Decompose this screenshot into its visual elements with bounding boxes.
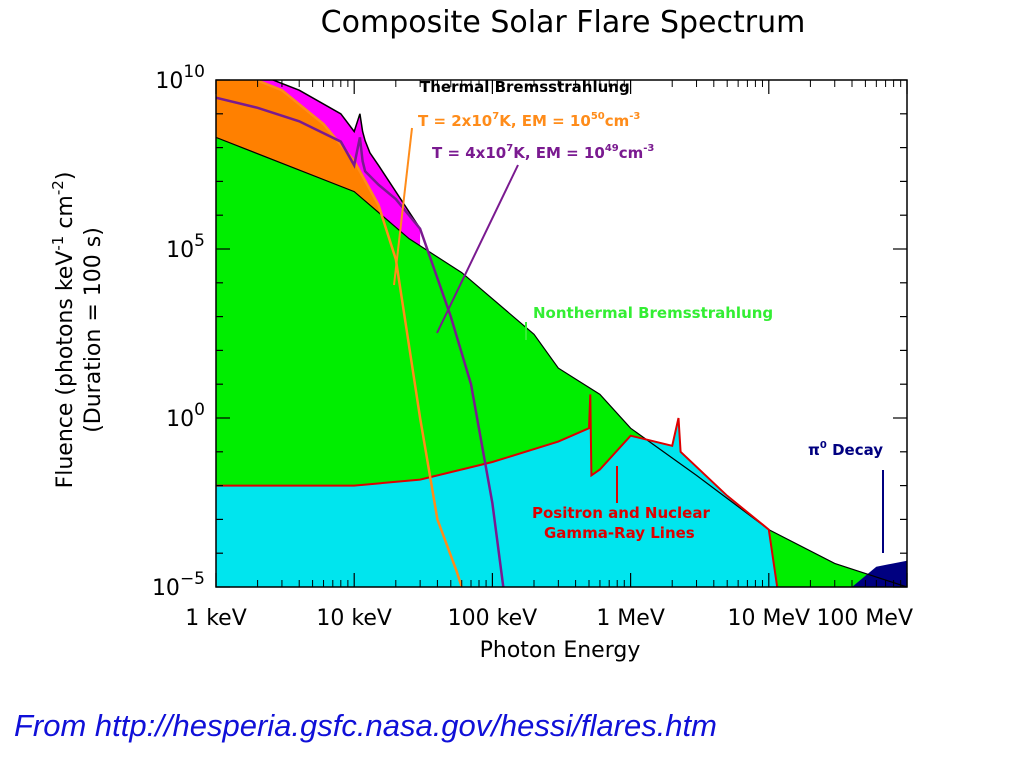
x-tick-label: 100 keV (448, 606, 538, 631)
annotation-nonthermal: Nonthermal Bremsstrahlung (533, 304, 773, 322)
chart-title: Composite Solar Flare Spectrum (321, 5, 806, 40)
x-tick-labels: 1 keV 10 keV 100 keV 1 MeV 10 MeV 100 MeV (185, 606, 913, 631)
annotation-t1: T = 2x107K, EM = 1050cm-3 (418, 111, 640, 130)
line-thermal-2e7K (252, 80, 463, 587)
x-tick-label: 100 MeV (816, 606, 913, 631)
annotation-thermal: Thermal Bremsstrahlung (420, 78, 630, 96)
x-tick-label: 1 keV (185, 606, 247, 631)
y-tick-labels: 1010 105 100 10−5 (152, 62, 205, 601)
tick-marks (215, 79, 908, 588)
plot-frame (215, 79, 908, 588)
annotation-gamma-line2: Gamma-Ray Lines (544, 524, 695, 542)
y-tick-label: 105 (166, 231, 205, 263)
line-gamma-rays (216, 394, 779, 587)
y-axis-label: Fluence (photons keV-1 cm-2) (Duration =… (49, 172, 106, 489)
y-axis-label-line1: Fluence (photons keV-1 cm-2) (49, 172, 78, 489)
ylabel-exp2: -2 (49, 180, 67, 195)
x-axis-label: Photon Energy (480, 638, 641, 663)
y-tick-label: 1010 (155, 62, 205, 94)
pointer-t2 (436, 164, 519, 334)
ylabel-part2: cm (53, 195, 78, 236)
pointer-t1 (393, 127, 413, 286)
line-thermal-4e7K (216, 96, 505, 587)
y-axis-label-line2: (Duration = 100 s) (81, 227, 106, 433)
ylabel-part1: Fluence (photons keV (53, 251, 78, 489)
annotation-gamma-line1: Positron and Nuclear (532, 504, 710, 522)
y-tick-label: 10−5 (152, 569, 205, 601)
y-tick-label: 100 (166, 400, 205, 432)
annotation-pion: π0 Decay (808, 440, 883, 459)
source-caption: From http://hesperia.gsfc.nasa.gov/hessi… (14, 708, 717, 743)
x-tick-label: 1 MeV (596, 606, 665, 631)
x-tick-label: 10 keV (316, 606, 392, 631)
area-gamma-rays (216, 394, 778, 587)
x-tick-label: 10 MeV (728, 606, 811, 631)
plot-area (216, 80, 907, 587)
annotations: Thermal Bremsstrahlung T = 2x107K, EM = … (393, 78, 884, 553)
annotation-t2: T = 4x107K, EM = 1049cm-3 (432, 143, 654, 162)
line-thermal-envelope (270, 80, 421, 230)
ylabel-part3: ) (53, 172, 78, 181)
area-nonthermal (216, 137, 907, 587)
ylabel-exp1: -1 (49, 236, 67, 251)
